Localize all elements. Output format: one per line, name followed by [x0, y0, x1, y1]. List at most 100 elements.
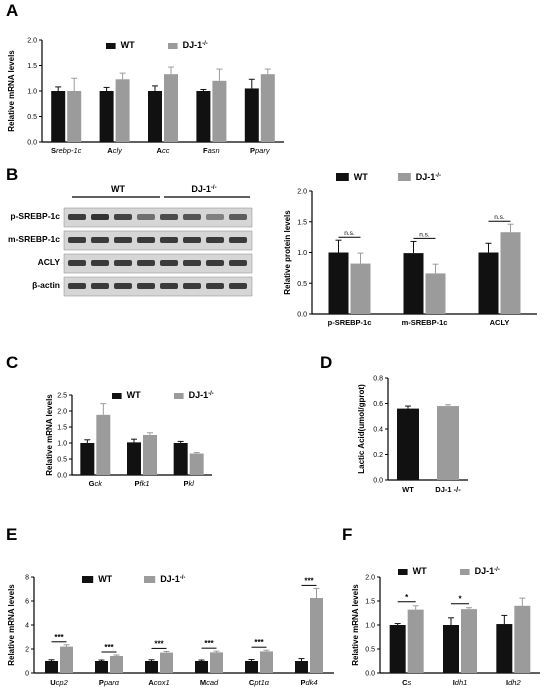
blot-band	[160, 260, 178, 266]
bar-dj1	[425, 273, 446, 314]
blot-band	[229, 283, 247, 289]
legend-label-dj1: DJ-1-/-	[416, 172, 441, 182]
panel-b-western-blot: B WT DJ-1-/- p-SREBP-1c m-SREBP-1c ACLY β-acti…	[6, 165, 253, 297]
blot-band	[137, 260, 155, 266]
x-tick-label: m-SREBP-1c	[402, 318, 448, 327]
blot-strip	[63, 276, 253, 297]
y-tick-label: 2.0	[27, 38, 37, 45]
y-tick-label: 8	[25, 575, 29, 582]
blot-band	[68, 237, 86, 243]
blot-band	[68, 260, 86, 266]
y-axis-label: Relative protein levels	[283, 210, 292, 295]
x-tick-label: ACLY	[490, 318, 510, 327]
bar-wt	[389, 625, 406, 673]
panel-letter-e: E	[6, 525, 17, 544]
legend-label-dj1: DJ-1-/-	[183, 40, 208, 50]
blot-band	[183, 260, 201, 266]
bar-wt	[80, 443, 95, 475]
y-tick-label: 0.5	[57, 457, 67, 464]
blot-band	[114, 214, 132, 220]
bar-wt	[403, 253, 424, 314]
y-tick-label: 0.5	[297, 281, 307, 288]
significance-label: ***	[154, 639, 164, 648]
bar-dj1	[407, 609, 424, 673]
x-tick-label: p-SREBP-1c	[328, 318, 372, 327]
blot-band	[183, 283, 201, 289]
blot-band	[183, 214, 201, 220]
blot-band	[137, 214, 155, 220]
bar-wt	[196, 91, 211, 142]
legend-swatch-dj1	[174, 393, 184, 399]
blot-band	[183, 237, 201, 243]
bar-dj1	[60, 646, 73, 673]
bar-dj1	[210, 652, 223, 673]
significance-label: n.s.	[494, 214, 505, 221]
y-tick-label: 1.0	[57, 441, 67, 448]
blot-band	[114, 260, 132, 266]
blot-band	[91, 283, 109, 289]
significance-label: *	[458, 595, 462, 604]
blot-row-label: m-SREBP-1c	[8, 234, 60, 244]
bar-wt	[295, 661, 308, 673]
blot-band	[229, 260, 247, 266]
y-tick-label: 2	[25, 647, 29, 654]
significance-label: ***	[204, 639, 214, 648]
y-axis-label: Relative mRNA levels	[7, 584, 16, 666]
bar	[397, 408, 419, 480]
y-tick-label: 2.5	[57, 393, 67, 400]
x-tick-label: Idh1	[453, 678, 468, 687]
blot-band	[229, 214, 247, 220]
y-tick-label: 0.2	[373, 452, 383, 459]
x-tick-label: Fasn	[203, 146, 220, 155]
panel-letter-d: D	[320, 353, 332, 372]
y-tick-label: 4	[25, 623, 29, 630]
x-tick-label: Cs	[402, 678, 411, 687]
legend-label-wt: WT	[354, 172, 368, 182]
y-tick-label: 2.0	[57, 409, 67, 416]
y-tick-label: 0.0	[365, 671, 375, 678]
panel-letter-a: A	[6, 1, 18, 20]
blot-band	[114, 237, 132, 243]
blot-strip	[63, 230, 253, 251]
bar-dj1	[160, 652, 173, 673]
bar-wt	[195, 661, 208, 673]
x-tick-label: Pkl	[183, 479, 194, 488]
bar-wt	[245, 661, 258, 673]
legend-swatch-wt	[82, 576, 94, 583]
bar-wt	[244, 88, 259, 142]
x-tick-label: Gck	[89, 479, 104, 488]
legend-label-wt: WT	[121, 40, 135, 50]
bar-dj1	[115, 79, 130, 142]
x-tick-label: Cpt1α	[249, 678, 270, 687]
y-tick-label: 0.0	[297, 312, 307, 319]
y-tick-label: 1.5	[365, 599, 375, 606]
bar-dj1	[67, 91, 82, 142]
y-tick-label: 1.5	[297, 219, 307, 226]
x-tick-label: Pparγ	[250, 146, 271, 155]
blot-band	[206, 237, 224, 243]
blot-band	[137, 237, 155, 243]
legend-swatch-dj1	[144, 576, 156, 583]
blot-band	[91, 237, 109, 243]
bar-wt	[496, 624, 513, 673]
legend-swatch-wt	[112, 393, 122, 399]
y-axis-label: Relative mRNA levels	[45, 394, 54, 476]
bar-wt	[328, 252, 349, 314]
panel-f: F WT DJ-1-/- 0.0 0.5 1.0 1.5 2.0 Relative mRNA l…	[342, 525, 540, 687]
x-tick-label: Pfk1	[134, 479, 149, 488]
bar-dj1	[514, 605, 531, 673]
blot-band	[229, 237, 247, 243]
bar	[437, 406, 459, 480]
blot-band	[160, 214, 178, 220]
panel-b-chart: WT DJ-1-/- 0.0 0.5 1.0 1.5 2.0 Relative protein…	[283, 172, 537, 327]
bar-dj1	[260, 74, 275, 142]
bar-wt	[99, 91, 114, 142]
y-tick-label: 0.6	[373, 401, 383, 408]
legend-label-dj1: DJ-1-/-	[475, 566, 500, 576]
blot-band	[206, 214, 224, 220]
y-tick-label: 2.0	[365, 575, 375, 582]
bar-dj1	[189, 453, 204, 475]
blot-row-label: ACLY	[38, 257, 61, 267]
blot-band	[160, 283, 178, 289]
x-tick-label: Pdk4	[300, 678, 317, 687]
